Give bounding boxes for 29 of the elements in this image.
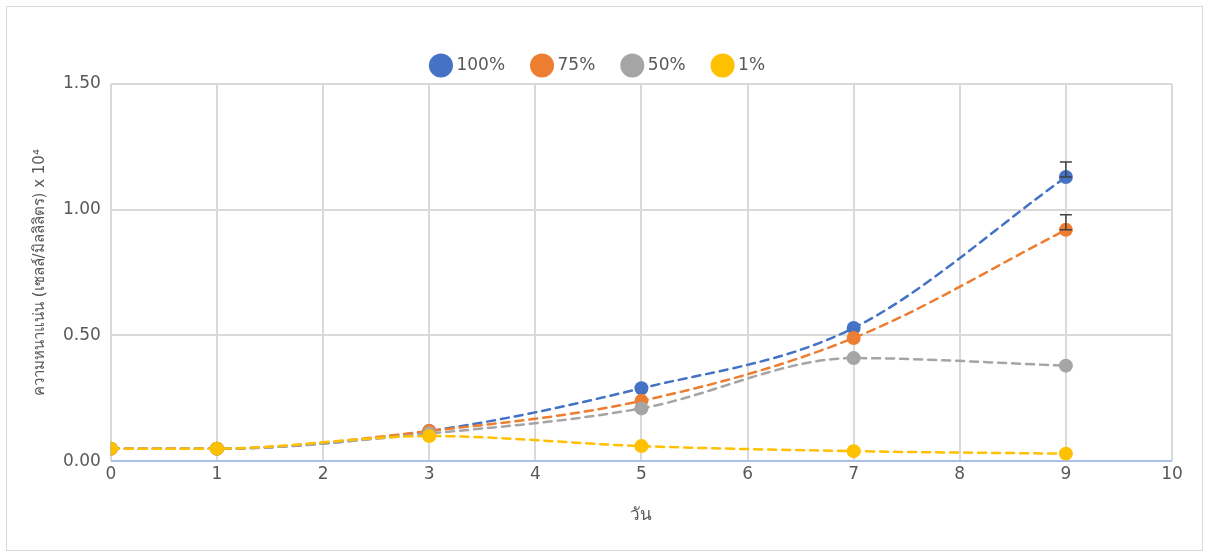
x-tick-label: 5 [636,462,647,483]
point [1058,358,1073,373]
x-tick-label: 7 [848,462,860,483]
y-tick-label: 0.00 [62,449,101,470]
y-axis-title: ความหนาแน่น (เซลล์/มิลลิลิตร) x 10⁴ [29,149,48,397]
x-tick-label: 3 [423,462,435,483]
legend-label: 50% [647,53,686,74]
x-tick-label: 4 [529,462,541,483]
point [634,381,649,396]
point [634,439,649,454]
point [846,444,861,459]
legend-label: 1% [738,53,766,74]
x-axis-title: วัน [630,504,653,525]
legend-label: 100% [456,53,506,74]
legend-label: 75% [557,53,596,74]
x-tick-label: 8 [954,462,966,483]
y-tick-label: 0.50 [62,323,101,344]
x-tick-label: 2 [317,462,329,483]
point [846,351,861,366]
x-tick-label: 9 [1060,462,1072,483]
point [1058,446,1073,461]
x-tick-label: 6 [742,462,753,483]
y-tick-label: 1.50 [62,72,101,93]
point [846,330,861,345]
x-tick-label: 1 [211,462,223,483]
y-tick-label: 1.00 [62,198,101,219]
x-tick-label: 0 [105,462,117,483]
point [634,401,649,416]
x-tick-label: 10 [1161,462,1183,483]
